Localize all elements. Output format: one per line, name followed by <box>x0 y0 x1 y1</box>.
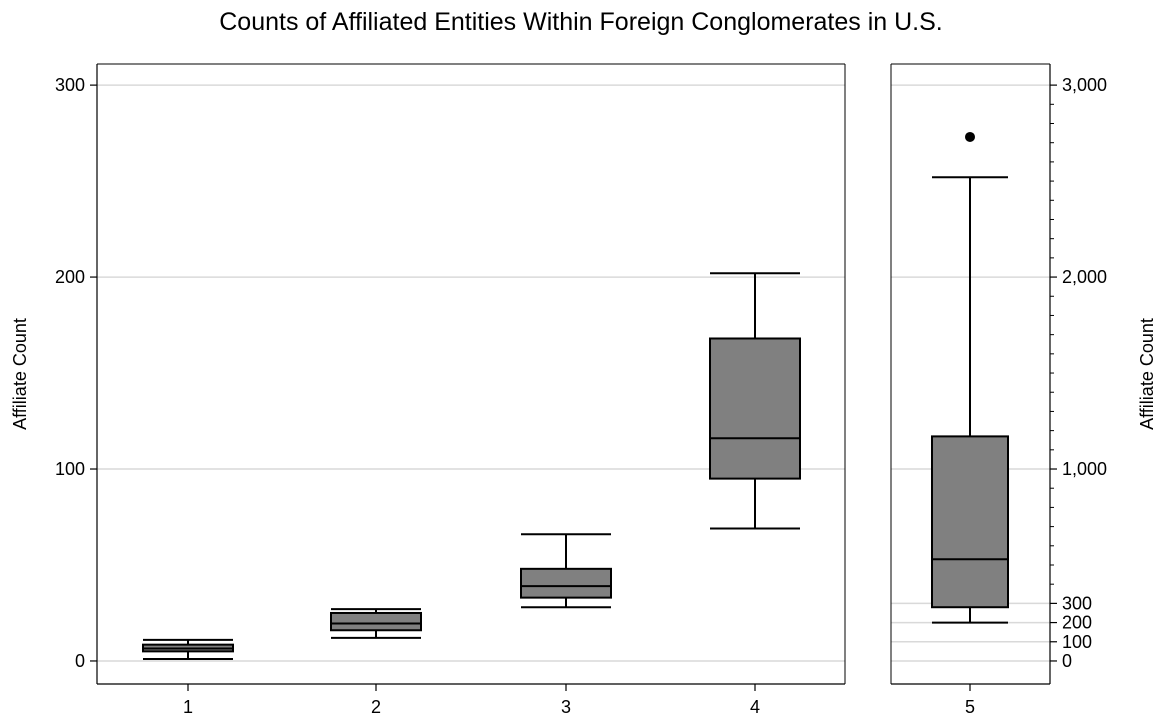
y-tick-label: 3,000 <box>1062 75 1107 95</box>
x-tick-label: 1 <box>183 697 193 717</box>
y-tick-label: 0 <box>75 651 85 671</box>
chart-title: Counts of Affiliated Entities Within For… <box>219 8 943 36</box>
box-iqr <box>709 337 801 480</box>
y-tick-label: 2,000 <box>1062 267 1107 287</box>
box-iqr <box>330 611 422 632</box>
y-tick-label: 300 <box>1062 593 1092 613</box>
left-y-axis-label: Affiliate Count <box>10 318 30 430</box>
outlier-point <box>965 131 975 142</box>
x-tick-label: 2 <box>371 697 381 717</box>
y-tick-label: 200 <box>55 267 85 287</box>
y-tick-label: 300 <box>55 75 85 95</box>
y-tick-label: 1,000 <box>1062 459 1107 479</box>
x-tick-label: 3 <box>561 697 571 717</box>
y-tick-label: 100 <box>55 459 85 479</box>
y-tick-label: 100 <box>1062 632 1092 652</box>
box-iqr <box>931 435 1009 609</box>
x-tick-label: 4 <box>750 697 760 717</box>
box-iqr <box>520 567 612 599</box>
right-y-axis-label: Affiliate Count <box>1137 318 1157 430</box>
y-tick-label: 0 <box>1062 651 1072 671</box>
x-tick-label: 5 <box>965 697 975 717</box>
y-tick-label: 200 <box>1062 613 1092 633</box>
